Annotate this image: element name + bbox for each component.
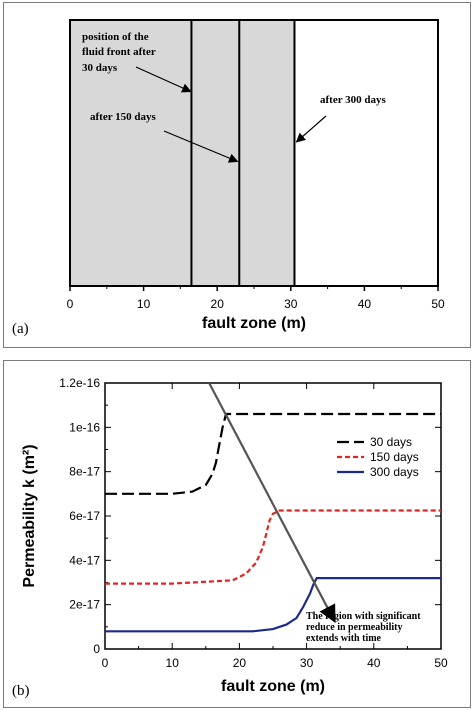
x-tick-label-20: 20 <box>233 656 247 670</box>
y-tick-label-3: 6e-17 <box>69 509 100 523</box>
annotation-300-days: after 300 days <box>320 94 387 106</box>
x-tick-label-30: 30 <box>284 297 298 311</box>
y-tick-label-2: 4e-17 <box>69 553 100 567</box>
y-tick-label-4: 8e-17 <box>69 465 100 479</box>
x-tick-label-0: 0 <box>67 297 74 311</box>
x-tick-label-0: 0 <box>102 656 109 670</box>
annotation-30-days-line-1: position of the <box>82 31 149 43</box>
series-line-1 <box>105 509 441 585</box>
x-tick-label-40: 40 <box>367 656 381 670</box>
legend-label-0: 30 days <box>370 435 412 449</box>
front-position-chart: 0 10 20 30 40 50 fault zone (m) position of the… <box>67 19 445 332</box>
x-tick-label-10: 10 <box>137 297 151 311</box>
annotation-line-1: reduce in permeability <box>306 622 402 633</box>
y-tick-label-0: 0 <box>93 642 100 656</box>
invaded-region <box>70 20 295 286</box>
annotation-150-days: after 150 days <box>90 111 157 123</box>
arrow-150-days <box>163 130 239 163</box>
annotation-line-0: The region with significant <box>306 611 421 622</box>
annotation-line-2: extends with time <box>306 633 382 644</box>
arrow-300-days <box>295 115 327 143</box>
y-axis-title: Permeability k (m²) <box>21 444 38 587</box>
y-tick-label-5: 1e-16 <box>69 420 100 434</box>
x-tick-label-30: 30 <box>300 656 314 670</box>
y-tick-label-1: 2e-17 <box>69 598 100 612</box>
x-axis-title: fault zone (m) <box>221 678 325 695</box>
panel-a: 0 10 20 30 40 50 fault zone (m) position of the… <box>3 2 471 348</box>
legend-label-2: 300 days <box>370 465 419 479</box>
annotation-30-days-line-2: fluid front after <box>82 46 156 58</box>
x-tick-label-50: 50 <box>431 297 445 311</box>
x-tick-label-50: 50 <box>434 656 448 670</box>
plot-frame <box>104 382 442 650</box>
panel-label-b: (b) <box>12 683 30 699</box>
x-tick-label-20: 20 <box>211 297 225 311</box>
annotation-30-days-line-3: 30 days <box>82 62 118 74</box>
x-tick-label-40: 40 <box>358 297 372 311</box>
panel-b: 0 10 20 30 40 50 0 2e-17 4e-17 6e-17 8e-17 1e-16 1.2… <box>3 360 471 708</box>
legend-label-1: 150 days <box>370 450 419 464</box>
x-axis-title: fault zone (m) <box>202 315 306 332</box>
y-tick-label-6: 1.2e-16 <box>59 376 100 390</box>
arrow-30-days <box>135 66 192 93</box>
series-line-0 <box>105 412 441 495</box>
x-tick-label-10: 10 <box>166 656 180 670</box>
panel-label-a: (a) <box>12 321 29 337</box>
permeability-chart: 0 10 20 30 40 50 0 2e-17 4e-17 6e-17 8e-17 1e-16 1.2… <box>21 376 448 695</box>
trend-arrow <box>208 382 336 623</box>
